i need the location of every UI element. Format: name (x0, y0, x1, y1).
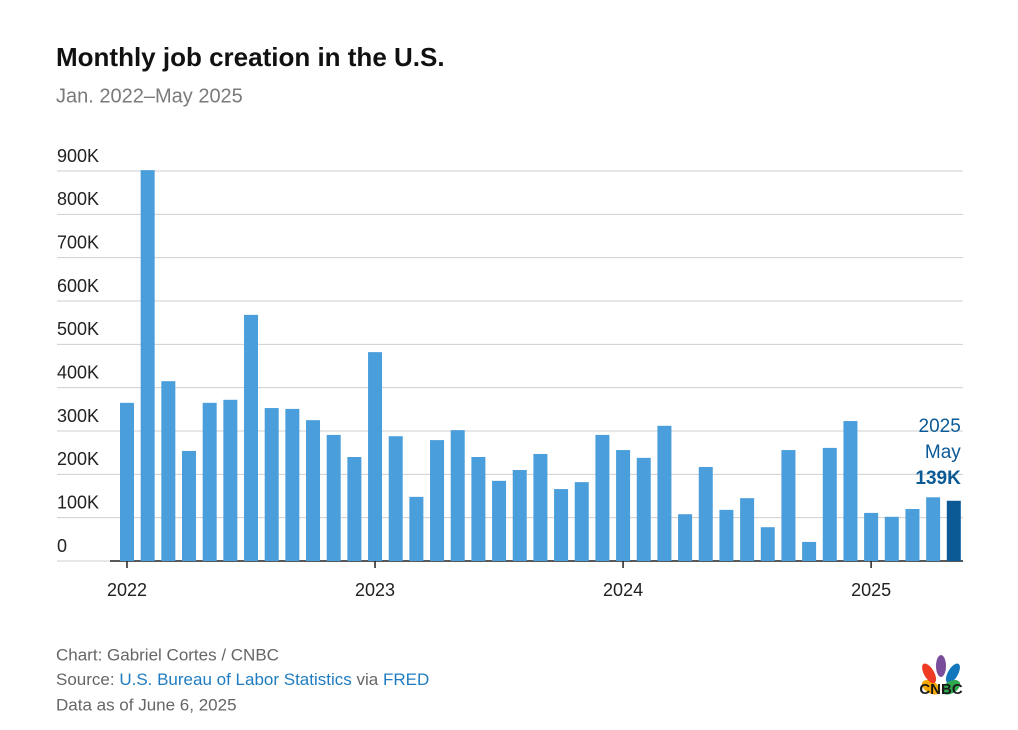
y-tick-label: 200K (57, 449, 99, 469)
bar (409, 496, 424, 561)
y-tick-label: 700K (57, 232, 99, 252)
bar (698, 466, 713, 561)
bar (574, 482, 589, 561)
y-tick-label: 100K (57, 492, 99, 512)
y-tick-label: 900K (57, 146, 99, 166)
y-tick-label: 600K (57, 276, 99, 296)
bar (326, 434, 341, 561)
y-tick-label: 400K (57, 362, 99, 382)
source-mid: via (352, 670, 383, 689)
bar (616, 450, 631, 561)
y-tick-label: 0 (57, 536, 67, 556)
x-tick-label: 2023 (355, 580, 395, 600)
credit: Chart: Gabriel Cortes / CNBC (56, 645, 279, 664)
x-tick-label: 2022 (107, 580, 147, 600)
bar (492, 480, 507, 561)
bar (760, 527, 775, 561)
bar (926, 497, 941, 561)
bar (430, 440, 445, 561)
bar (822, 447, 837, 561)
bar (802, 541, 817, 561)
bar (554, 489, 569, 561)
chart-subtitle: Jan. 2022–May 2025 (56, 85, 243, 107)
bar (161, 381, 176, 561)
bar (244, 314, 259, 561)
bar (471, 457, 486, 561)
peacock (921, 655, 961, 695)
bar (388, 436, 403, 561)
bar (864, 512, 879, 561)
feather (945, 663, 960, 684)
logo: CNBC (919, 655, 963, 698)
bar (884, 516, 899, 561)
y-tick-label: 300K (57, 406, 99, 426)
source-prefix: Source: (56, 670, 119, 689)
bar (140, 170, 155, 561)
feather (936, 655, 946, 677)
bar (182, 450, 197, 561)
bar (347, 457, 362, 561)
feather (921, 680, 941, 695)
bar (905, 509, 920, 561)
x-tick-label: 2025 (851, 580, 891, 600)
chart-title: Monthly job creation in the U.S. (56, 42, 445, 72)
source-link[interactable]: U.S. Bureau of Labor Statistics (119, 670, 351, 689)
data-date: Data as of June 6, 2025 (56, 695, 237, 714)
annotation: May (925, 442, 961, 463)
bar (285, 408, 300, 561)
value-label: 139K (915, 468, 961, 489)
bar (368, 352, 383, 561)
annotation: 2025 (919, 416, 961, 437)
source-link[interactable]: FRED (383, 670, 429, 689)
y-tick-label: 800K (57, 189, 99, 209)
bar (223, 399, 238, 561)
bar (740, 498, 755, 561)
y-tick-label: 500K (57, 319, 99, 339)
bar (719, 509, 734, 561)
feather (922, 663, 937, 684)
bar (202, 402, 217, 561)
bar (264, 408, 279, 561)
bar (636, 457, 651, 561)
bar (843, 421, 858, 561)
x-tick-label: 2024 (603, 580, 643, 600)
bar (678, 514, 693, 561)
bar (306, 420, 321, 561)
bar (450, 430, 465, 561)
logo-text: CNBC (919, 681, 962, 698)
bar (657, 425, 672, 561)
bar (512, 470, 527, 561)
bar (781, 450, 796, 561)
source: Source: U.S. Bureau of Labor Statistics … (56, 670, 429, 689)
bar (595, 434, 610, 561)
bar (946, 500, 961, 561)
feather (941, 680, 961, 695)
bar (533, 453, 548, 561)
bar (120, 402, 134, 561)
